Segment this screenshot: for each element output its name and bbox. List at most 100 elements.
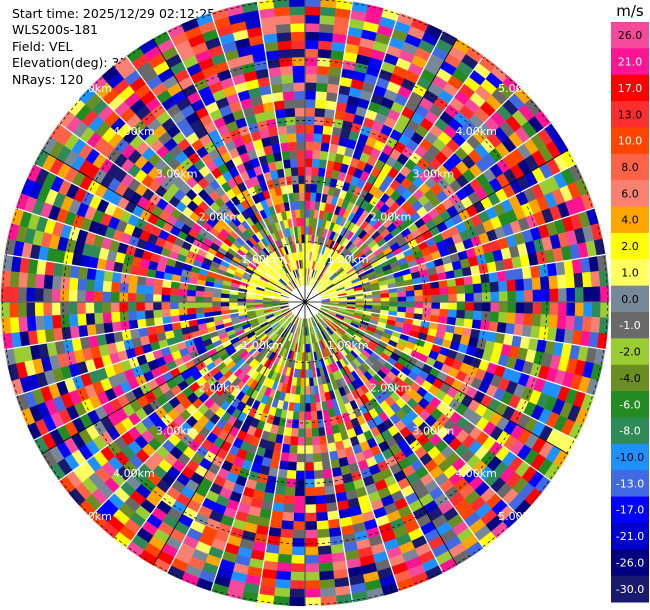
gate-cell (304, 529, 318, 539)
ray (321, 305, 603, 381)
gate-cell (270, 83, 284, 94)
gate-cell (313, 469, 324, 480)
gate-cell (287, 133, 297, 143)
gate-cell (304, 208, 311, 218)
gate-cell (574, 287, 584, 303)
colorbar-tick-label: 17.0 (618, 82, 643, 95)
gate-cell (515, 301, 525, 314)
gate-cell (507, 290, 517, 303)
gate-cell (496, 270, 507, 282)
gate-cell (294, 107, 306, 117)
gate-cell (405, 290, 415, 297)
gate-cell (273, 493, 285, 504)
ray (321, 304, 606, 366)
gate-cell (273, 100, 285, 111)
gate-cell (456, 285, 466, 295)
gate-cell (310, 192, 317, 202)
gate-cell (319, 587, 337, 598)
gate-cell (590, 270, 601, 288)
gate-cell (317, 57, 331, 68)
gate-cell (304, 132, 314, 142)
gate-cell (310, 183, 318, 193)
gate-cell (312, 141, 322, 151)
gate-cell (294, 487, 306, 497)
gate-cell (591, 286, 601, 303)
gate-cell (372, 293, 382, 299)
gate-cell (320, 0, 337, 9)
gate-cell (556, 315, 567, 330)
gate-cell (430, 287, 441, 296)
gate-cell (327, 518, 341, 529)
ray (318, 123, 561, 294)
gate-cell (317, 545, 332, 556)
gate-cell (102, 280, 112, 292)
gate-cell (59, 289, 70, 303)
gate-cell (266, 58, 281, 69)
gate-cell (311, 166, 320, 177)
gate-cell (102, 301, 112, 313)
gate-cell (521, 266, 532, 280)
gate-cell (300, 377, 306, 387)
gate-cell (271, 502, 284, 513)
gate-cell (300, 217, 306, 227)
gate-cell (573, 315, 584, 332)
gate-cell (280, 65, 294, 76)
gate-cell (531, 277, 542, 291)
gate-cell (317, 48, 332, 59)
gate-cell (152, 293, 162, 303)
gate-cell (318, 40, 333, 51)
gate-cell (414, 295, 424, 303)
gate-cell (328, 527, 343, 538)
gate-cell (26, 315, 37, 332)
gate-cell (506, 279, 516, 292)
gate-cell (17, 286, 27, 303)
gate-cell (515, 290, 525, 303)
gate-cell (203, 296, 213, 303)
gate-cell (505, 323, 516, 336)
gate-cell (279, 57, 293, 68)
gate-cell (296, 217, 302, 227)
colorbar-tick-label: -13.0 (616, 477, 644, 490)
gate-cell (439, 286, 449, 296)
range-label: 4.00km (113, 467, 155, 480)
gate-cell (291, 175, 299, 185)
range-label: 5.00km (70, 510, 112, 523)
gate-cell (34, 287, 44, 303)
gate-cell (289, 580, 306, 590)
gate-cell (161, 301, 171, 310)
gate-cell (273, 0, 290, 9)
gate-cell (76, 289, 86, 303)
gate-cell (304, 512, 317, 522)
gate-cell (296, 453, 306, 463)
gate-cell (315, 503, 328, 513)
gate-cell (286, 124, 297, 135)
ray (320, 306, 599, 397)
gate-cell (539, 314, 550, 328)
gate-cell (280, 528, 294, 539)
gate-cell (318, 23, 335, 34)
gate-cell (293, 504, 306, 514)
gate-cell (102, 312, 112, 324)
colorbar-tick-label: -17.0 (616, 504, 644, 517)
gate-cell (318, 31, 334, 42)
gate-cell (315, 495, 327, 505)
gate-cell (18, 271, 29, 288)
gate-cell (465, 293, 475, 303)
ray (320, 207, 599, 298)
gate-cell (274, 15, 291, 26)
colorbar-tick-label: -10.0 (616, 451, 644, 464)
gate-cell (304, 158, 313, 168)
gate-cell (329, 58, 344, 69)
gate-cell (43, 301, 53, 316)
gate-cell (293, 82, 306, 92)
ray (321, 285, 610, 303)
colorbar-tick-label: 0.0 (621, 293, 639, 306)
gate-cell (85, 301, 95, 314)
ray (310, 18, 429, 287)
gate-cell (422, 295, 432, 303)
gate-cell (388, 292, 398, 298)
colorbar-tick-label: 26.0 (618, 29, 643, 42)
gate-cell (514, 278, 525, 292)
gate-cell (489, 281, 500, 293)
gate-cell (68, 289, 78, 303)
